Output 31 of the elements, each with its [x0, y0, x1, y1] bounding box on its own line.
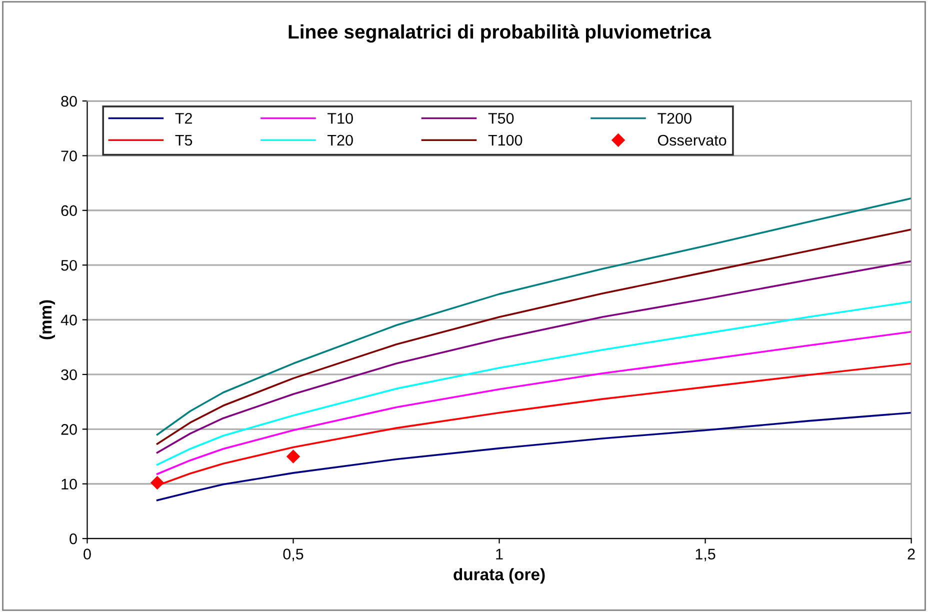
legend-label: Osservato [658, 134, 726, 146]
line-series [156, 228, 912, 445]
y-tick-label: 20 [61, 424, 77, 435]
y-tick-label: 80 [61, 96, 77, 107]
x-tick-label: 1 [496, 548, 503, 560]
y-axis-title: (mm) [39, 300, 55, 340]
legend-label: T20 [328, 134, 353, 146]
y-tick-label: 70 [61, 150, 77, 162]
y-tick-label: 30 [61, 369, 77, 380]
line-series [156, 300, 912, 466]
legend-label: T200 [658, 112, 692, 124]
legend-label: T100 [488, 134, 522, 146]
y-tick-label: 10 [62, 478, 77, 490]
line-series [156, 330, 912, 475]
legend-label: T10 [328, 112, 353, 124]
x-tick-label: 2 [908, 548, 915, 560]
y-tick-label: 0 [70, 533, 77, 544]
x-tick-label: 0 [84, 548, 91, 560]
x-tick-label: 0,5 [283, 548, 304, 562]
y-tick-label: 50 [61, 260, 77, 271]
line-series [156, 260, 912, 454]
x-axis-title: durata (ore) [454, 568, 545, 584]
legend-label: T2 [175, 112, 192, 124]
y-tick-label: 60 [61, 205, 77, 216]
y-tick-label: 40 [60, 314, 77, 326]
x-tick-label: 1,5 [696, 548, 716, 562]
chart-title: Linee segnalatrici di probabilità pluviometrica [288, 24, 712, 43]
legend-label: T50 [488, 112, 514, 124]
legend-label: T5 [175, 134, 192, 146]
line-series [156, 197, 912, 436]
line-series [156, 412, 912, 502]
